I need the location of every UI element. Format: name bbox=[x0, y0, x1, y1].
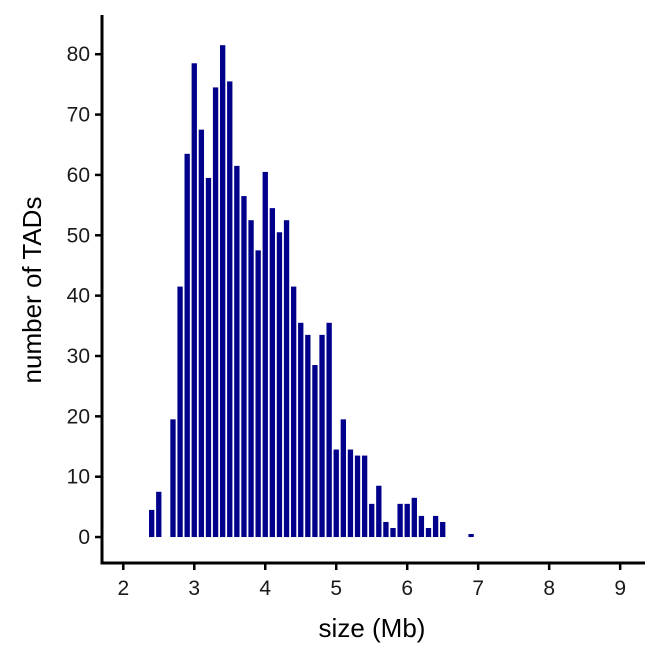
bar bbox=[212, 87, 219, 538]
bar bbox=[425, 528, 432, 538]
y-tick-label: 0 bbox=[78, 526, 90, 549]
bar bbox=[149, 509, 155, 538]
bar bbox=[404, 503, 410, 538]
y-tick-label: 70 bbox=[67, 104, 90, 127]
bar bbox=[283, 220, 290, 538]
bar bbox=[298, 322, 304, 538]
bar bbox=[290, 286, 297, 538]
bar bbox=[340, 419, 346, 538]
bar bbox=[184, 153, 190, 538]
x-tick-label: 4 bbox=[259, 577, 271, 600]
y-tick-label: 30 bbox=[67, 345, 90, 368]
bar bbox=[319, 334, 325, 538]
bar bbox=[170, 419, 176, 538]
y-axis-ticks: 0 10 20 30 40 50 60 70 80 bbox=[67, 43, 102, 549]
bar bbox=[333, 449, 339, 538]
bar bbox=[191, 63, 197, 538]
x-tick-label: 3 bbox=[188, 577, 200, 600]
bar bbox=[432, 515, 439, 538]
bar bbox=[347, 449, 354, 538]
bar bbox=[369, 503, 375, 538]
y-tick-label: 40 bbox=[67, 285, 90, 308]
y-tick-label: 50 bbox=[67, 224, 90, 247]
bar bbox=[440, 521, 446, 538]
bar bbox=[262, 171, 268, 538]
bar bbox=[156, 491, 162, 538]
x-axis-title: size (Mb) bbox=[319, 613, 426, 643]
bar bbox=[234, 165, 240, 538]
bar bbox=[383, 521, 389, 538]
bar bbox=[198, 129, 205, 538]
bar bbox=[305, 334, 311, 538]
bar bbox=[397, 503, 403, 538]
x-axis-ticks: 2 3 4 5 6 7 8 9 bbox=[117, 563, 626, 600]
bar bbox=[269, 208, 276, 538]
x-tick-label: 6 bbox=[401, 577, 413, 600]
bar bbox=[205, 177, 212, 538]
bar bbox=[418, 515, 425, 538]
x-tick-label: 9 bbox=[614, 577, 626, 600]
bar bbox=[255, 250, 261, 538]
bar bbox=[312, 365, 318, 538]
x-tick-label: 5 bbox=[330, 577, 342, 600]
bar bbox=[354, 455, 361, 538]
bar bbox=[227, 81, 233, 538]
bar bbox=[361, 455, 368, 538]
y-tick-label: 60 bbox=[67, 164, 90, 187]
bars-group bbox=[149, 45, 474, 538]
y-tick-label: 10 bbox=[67, 466, 90, 489]
bar bbox=[177, 286, 183, 538]
bar bbox=[220, 45, 226, 538]
bar bbox=[241, 196, 247, 538]
x-tick-label: 8 bbox=[543, 577, 555, 600]
x-tick-label: 2 bbox=[117, 577, 129, 600]
bar bbox=[411, 497, 417, 538]
bar bbox=[276, 232, 283, 538]
y-tick-label: 20 bbox=[67, 405, 90, 428]
x-tick-label: 7 bbox=[472, 577, 484, 600]
y-axis-title: number of TADs bbox=[17, 197, 47, 384]
bar bbox=[390, 528, 396, 538]
bar bbox=[468, 534, 474, 538]
bar bbox=[326, 322, 332, 538]
bar bbox=[376, 485, 382, 538]
bar bbox=[248, 220, 254, 538]
y-tick-label: 80 bbox=[67, 43, 90, 66]
